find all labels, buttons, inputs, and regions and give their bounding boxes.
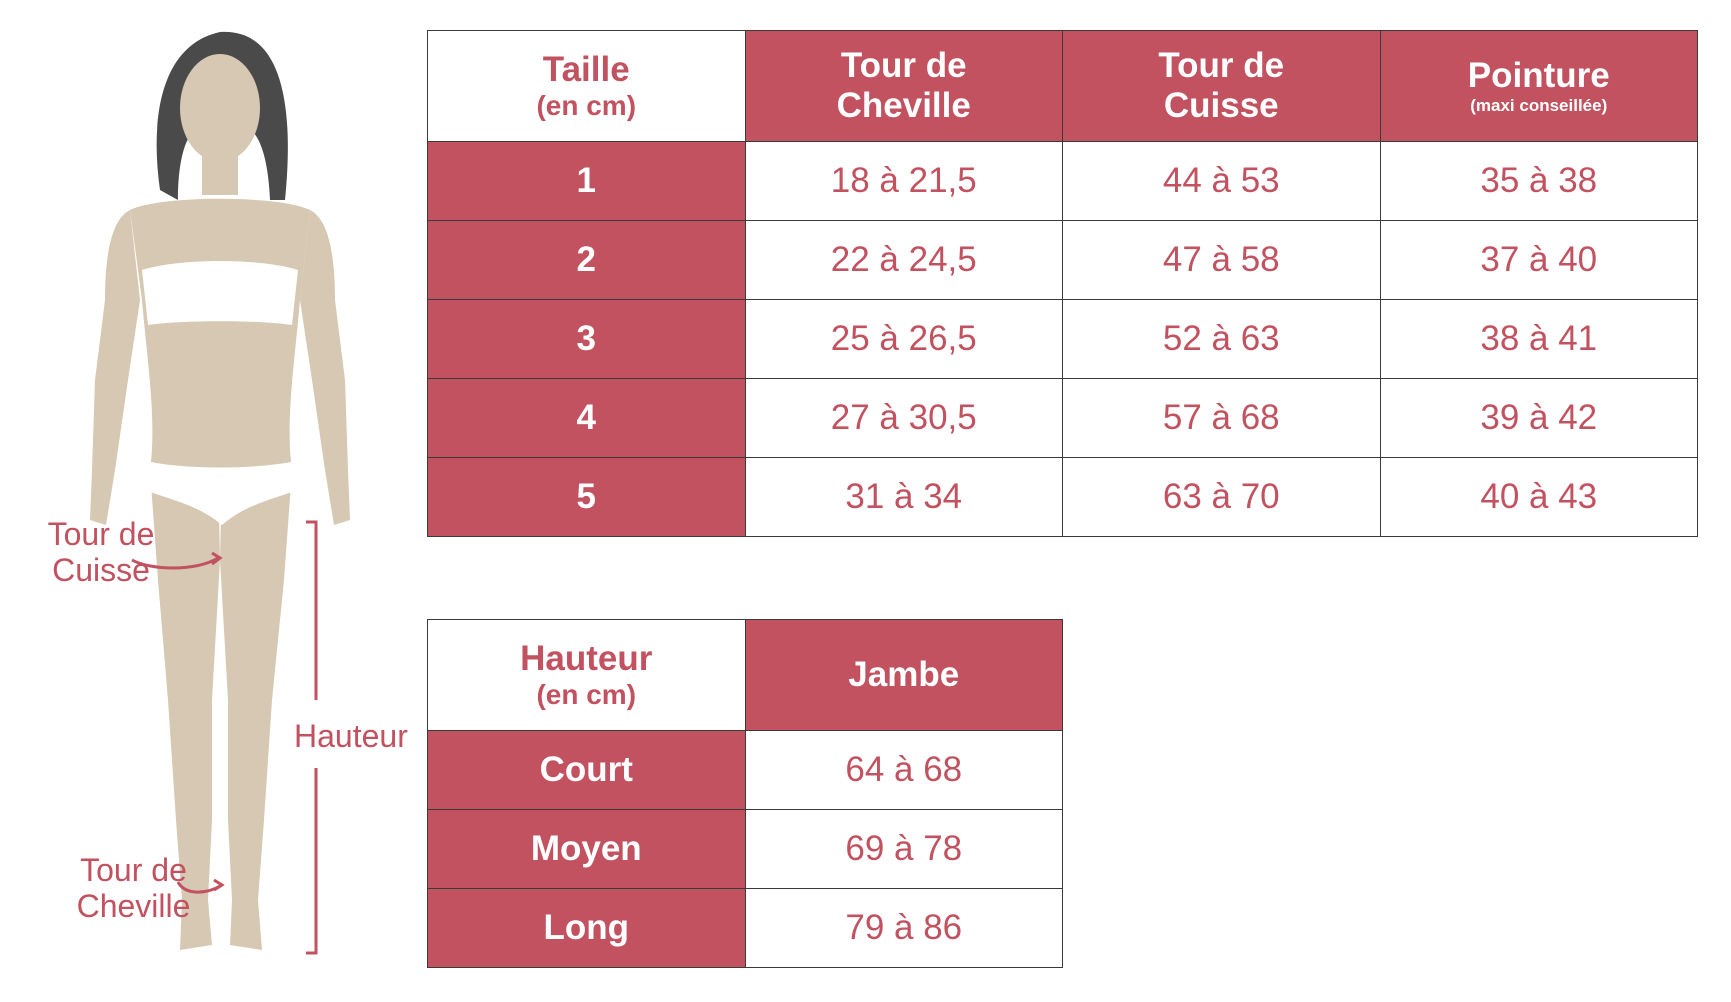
ankle-cell: 31 à 34 (744, 457, 1063, 537)
torso (130, 198, 310, 470)
body-measurement-figure: Tour de Cuisse Hauteur Tour de Cheville (0, 0, 430, 1002)
head (180, 54, 260, 162)
thigh-cell: 52 à 63 (1062, 299, 1381, 379)
shoe-size-cell: 37 à 40 (1379, 220, 1698, 300)
ankle-arrow (213, 878, 225, 892)
height-label-cell: Moyen (427, 809, 746, 889)
size-cell: 2 (427, 220, 746, 300)
thigh-cell: 44 à 53 (1062, 141, 1381, 221)
header-tour-de-cheville: Tour de Cheville (744, 30, 1063, 142)
left-leg (150, 470, 220, 950)
header-taille: Taille (en cm) (427, 30, 746, 142)
height-label-cell: Court (427, 730, 746, 810)
thigh-arrow (211, 551, 223, 566)
thigh-label: Tour de Cuisse (47, 516, 155, 588)
header-jambe: Jambe (744, 619, 1063, 731)
body-silhouette (90, 31, 350, 955)
ankle-cell: 25 à 26,5 (744, 299, 1063, 379)
height-label-cell: Long (427, 888, 746, 968)
table-row: 1 18 à 21,5 44 à 53 35 à 38 (427, 141, 1698, 221)
size-cell: 4 (427, 378, 746, 458)
ankle-cell: 27 à 30,5 (744, 378, 1063, 458)
ankle-cell: 18 à 21,5 (744, 141, 1063, 221)
size-cell: 3 (427, 299, 746, 379)
height-table-header-row: Hauteur (en cm) Jambe (427, 619, 1063, 731)
shoe-size-cell: 38 à 41 (1379, 299, 1698, 379)
shoe-size-cell: 39 à 42 (1379, 378, 1698, 458)
header-tour-de-cuisse: Tour de Cuisse (1062, 30, 1381, 142)
table-row: 4 27 à 30,5 57 à 68 39 à 42 (427, 378, 1698, 458)
thigh-cell: 57 à 68 (1062, 378, 1381, 458)
shoe-size-cell: 35 à 38 (1379, 141, 1698, 221)
thigh-cell: 63 à 70 (1062, 457, 1381, 537)
table-row: 2 22 à 24,5 47 à 58 37 à 40 (427, 220, 1698, 300)
table-row: 5 31 à 34 63 à 70 40 à 43 (427, 457, 1698, 537)
thigh-cell: 47 à 58 (1062, 220, 1381, 300)
height-table: Hauteur (en cm) Jambe Court 64 à 68 Moye… (427, 619, 1063, 968)
table-row: 3 25 à 26,5 52 à 63 38 à 41 (427, 299, 1698, 379)
table-row: Long 79 à 86 (427, 888, 1063, 968)
height-label: Hauteur (294, 718, 408, 754)
leg-cell: 64 à 68 (744, 730, 1063, 810)
size-cell: 1 (427, 141, 746, 221)
left-arm (90, 210, 140, 525)
leg-cell: 79 à 86 (744, 888, 1063, 968)
neck (202, 150, 238, 195)
size-table: Taille (en cm) Tour de Cheville Tour de … (427, 30, 1698, 537)
underwear (142, 460, 300, 525)
right-leg (220, 470, 292, 950)
size-cell: 5 (427, 457, 746, 537)
header-hauteur: Hauteur (en cm) (427, 619, 746, 731)
thigh-measure-arc (131, 556, 219, 570)
ankle-cell: 22 à 24,5 (744, 220, 1063, 300)
ankle-label: Tour de Cheville (76, 852, 191, 924)
table-row: Moyen 69 à 78 (427, 809, 1063, 889)
height-bracket (306, 520, 318, 955)
table-row: Court 64 à 68 (427, 730, 1063, 810)
right-arm (300, 210, 350, 525)
size-table-header-row: Taille (en cm) Tour de Cheville Tour de … (427, 30, 1698, 142)
bra (142, 261, 298, 325)
shoe-size-cell: 40 à 43 (1379, 457, 1698, 537)
header-pointure: Pointure (maxi conseillée) (1379, 30, 1698, 142)
leg-cell: 69 à 78 (744, 809, 1063, 889)
